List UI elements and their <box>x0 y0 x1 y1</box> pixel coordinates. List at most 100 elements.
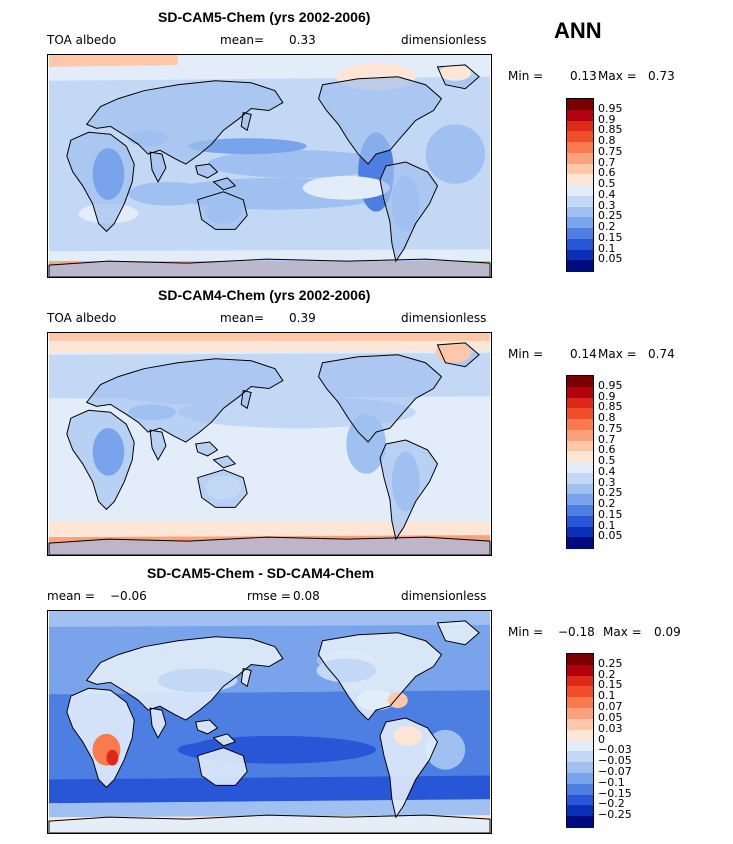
colorbar-label: 0.9 <box>598 112 616 126</box>
panel3-rmse-value: 0.08 <box>293 589 320 603</box>
coastline <box>212 733 237 747</box>
panel3-colorbar <box>566 653 594 828</box>
colorbar-label: 0.2 <box>598 667 616 681</box>
colorbar-swatch <box>567 537 593 549</box>
colorbar-swatch <box>567 718 593 731</box>
colorbar-swatch <box>567 494 593 506</box>
colorbar-swatch <box>567 462 593 474</box>
coastline <box>318 76 443 165</box>
colorbar-swatch <box>567 397 593 409</box>
colorbar-label: 0.95 <box>598 378 623 392</box>
land-fill <box>318 354 442 443</box>
colorbar-label: 0.1 <box>598 689 616 703</box>
coastline <box>149 429 167 461</box>
field-blob <box>187 138 307 155</box>
land-blob <box>316 658 377 683</box>
coastline <box>48 258 491 277</box>
land-blob <box>387 692 408 709</box>
land-blob <box>435 342 472 363</box>
land-fill <box>195 442 218 456</box>
map-field <box>48 333 491 555</box>
land-fill <box>241 668 252 687</box>
colorbar-swatch <box>567 664 593 677</box>
land-blob <box>158 668 238 693</box>
panel1-mean-label: mean= <box>220 33 265 47</box>
colorbar-label: 0.6 <box>598 443 616 457</box>
colorbar-swatch <box>567 386 593 398</box>
coastline <box>436 620 480 646</box>
colorbar-swatch <box>567 515 593 527</box>
colorbar-swatch <box>567 816 593 828</box>
coastline <box>66 131 135 233</box>
colorbar-label: 0.9 <box>598 389 616 403</box>
panel2-title: SD-CAM4-Chem (yrs 2002-2006) <box>158 287 371 303</box>
panel2-variable: TOA albedo <box>47 311 117 325</box>
field-blob <box>128 181 208 206</box>
panel3-mean-label: mean = <box>47 589 95 603</box>
colorbar-label: 0.95 <box>598 101 623 115</box>
colorbar-label: 0.8 <box>598 411 616 424</box>
colorbar-swatch <box>567 654 593 666</box>
coastline <box>240 667 252 688</box>
coastline <box>195 163 219 179</box>
map-field <box>48 611 491 833</box>
colorbar-swatch <box>567 783 593 796</box>
panel1-variable: TOA albedo <box>47 33 117 47</box>
colorbar-swatch <box>567 109 593 121</box>
land-blob <box>106 749 119 766</box>
colorbar-label: 0.85 <box>598 400 623 414</box>
colorbar-label: 0.7 <box>598 155 616 169</box>
colorbar-swatch <box>567 99 593 111</box>
colorbar-label: 0.2 <box>598 497 616 510</box>
coastline <box>85 80 284 165</box>
panel2-max-label: Max = <box>598 347 637 361</box>
panel3-max-label: Max = <box>603 625 642 639</box>
colorbar-label: −0.05 <box>598 754 632 768</box>
colorbar-label: −0.2 <box>598 797 625 811</box>
colorbar-swatch <box>567 697 593 709</box>
coastline <box>66 409 135 511</box>
coastline <box>66 687 135 789</box>
coastline <box>48 814 491 833</box>
land-fill <box>86 80 283 165</box>
coastline <box>197 469 248 508</box>
colorbar-swatch <box>567 751 593 763</box>
colorbar-swatch <box>567 238 593 250</box>
colorbar-swatch <box>567 740 593 752</box>
colorbar-swatch <box>567 526 593 538</box>
colorbar-swatch <box>567 152 593 164</box>
panel1-max-label: Max = <box>598 69 637 83</box>
land-blob <box>439 64 472 81</box>
coastline <box>379 717 439 819</box>
colorbar-label: 0.7 <box>598 432 616 446</box>
field-band <box>48 229 491 252</box>
land-blob <box>92 148 125 200</box>
colorbar-swatch <box>567 174 593 186</box>
colorbar-label: 0.07 <box>598 700 623 714</box>
panel3-map <box>47 610 492 834</box>
colorbar-swatch <box>567 376 593 388</box>
colorbar-swatch <box>567 772 593 785</box>
coastline <box>379 439 439 541</box>
season-label: ANN <box>554 18 602 43</box>
land-fill <box>195 720 218 734</box>
coastline <box>379 161 439 263</box>
panel3-min-value: −0.18 <box>558 625 595 639</box>
field-blob <box>118 714 218 746</box>
land-blob <box>393 725 422 746</box>
colorbar-label: 0.4 <box>598 464 616 478</box>
land-fill <box>241 390 252 409</box>
field-blob <box>425 124 486 184</box>
colorbar-swatch <box>567 708 593 720</box>
panel1-units: dimensionless <box>401 33 487 47</box>
panel1-title: SD-CAM5-Chem (yrs 2002-2006) <box>158 9 371 25</box>
panel3-rmse-label: rmse = <box>247 589 291 603</box>
coastline <box>197 191 248 230</box>
coastline <box>197 747 248 786</box>
colorbar-label: 0.15 <box>598 678 623 692</box>
panel2-min-label: Min = <box>508 347 544 361</box>
colorbar-label: 0.05 <box>598 529 623 543</box>
panel2-map <box>47 332 492 556</box>
coastline <box>240 111 252 132</box>
field-blob <box>207 150 386 178</box>
